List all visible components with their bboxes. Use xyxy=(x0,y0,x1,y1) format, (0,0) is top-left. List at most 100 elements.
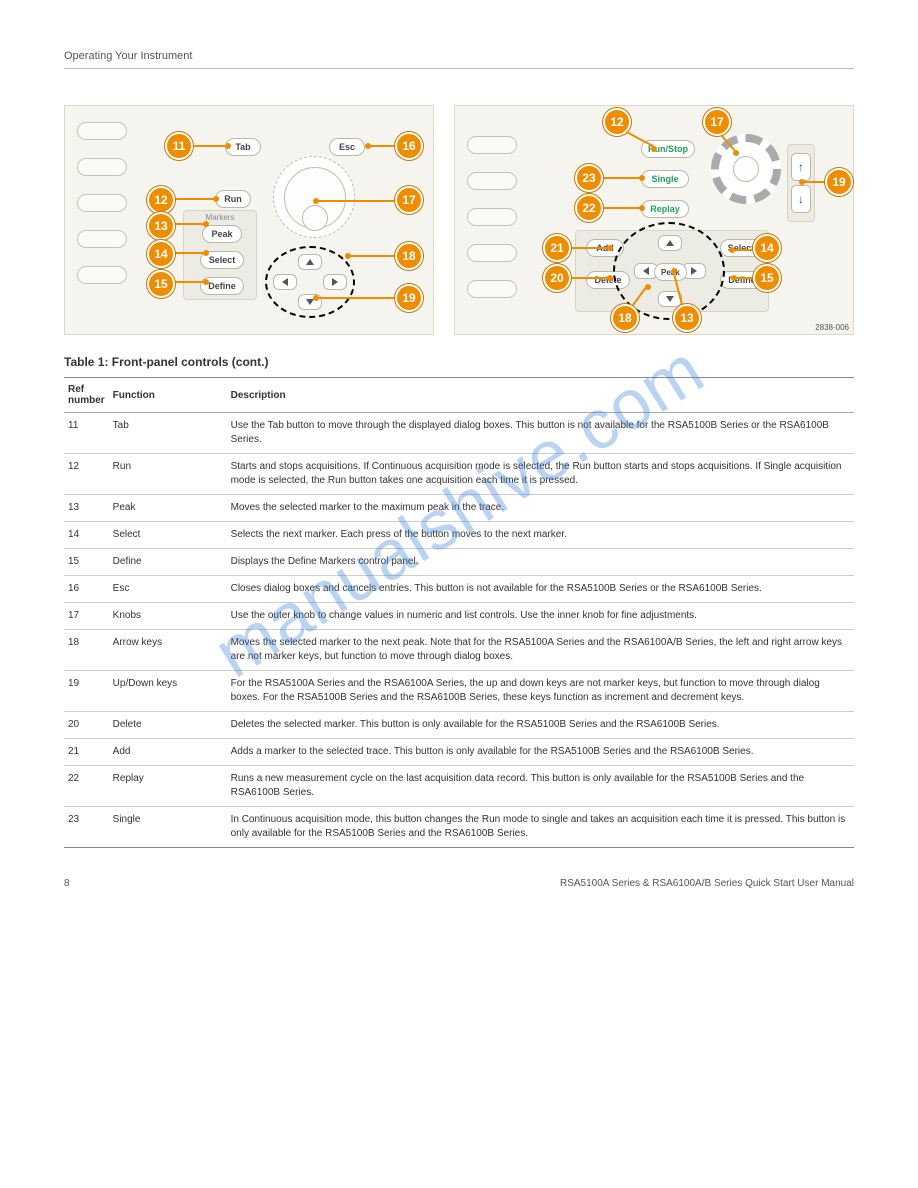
callout-15r: 15 xyxy=(753,264,781,292)
softkey xyxy=(77,266,127,284)
callout-23: 23 xyxy=(575,164,603,192)
table-row: 15DefineDisplays the Define Markers cont… xyxy=(64,549,854,576)
callout-22: 22 xyxy=(575,194,603,222)
panel-right: Run/Stop Single Replay Add Delete Select… xyxy=(454,105,854,335)
table-cell: Adds a marker to the selected trace. Thi… xyxy=(227,739,854,766)
run-button[interactable]: Run xyxy=(215,190,251,208)
table-cell: Esc xyxy=(109,576,227,603)
page-number: 8 xyxy=(64,878,70,889)
softkey xyxy=(77,230,127,248)
table-cell: Runs a new measurement cycle on the last… xyxy=(227,766,854,807)
table-cell: 23 xyxy=(64,807,109,848)
single-button[interactable]: Single xyxy=(641,170,689,188)
softkey xyxy=(77,158,127,176)
callout-12: 12 xyxy=(147,186,175,214)
table-row: 23SingleIn Continuous acquisition mode, … xyxy=(64,807,854,848)
table-cell: 22 xyxy=(64,766,109,807)
table-cell: Moves the selected marker to the next pe… xyxy=(227,630,854,671)
increment-button[interactable]: ↑ xyxy=(791,153,811,181)
section-title: Operating Your Instrument xyxy=(64,50,192,62)
knob-outer[interactable] xyxy=(711,134,781,204)
table-cell: Run xyxy=(109,454,227,495)
arrow-left[interactable] xyxy=(273,274,297,290)
table-cell: Selects the next marker. Each press of t… xyxy=(227,522,854,549)
table-header-row: Ref number Function Description xyxy=(64,378,854,413)
arrow-up[interactable] xyxy=(298,254,322,270)
table-cell: 19 xyxy=(64,671,109,712)
table-cell: Use the Tab button to move through the d… xyxy=(227,413,854,454)
callout-14: 14 xyxy=(147,240,175,268)
panel-left: Tab Esc Run Markers Peak Select Define xyxy=(64,105,434,335)
callout-17: 17 xyxy=(395,186,423,214)
table-cell: 21 xyxy=(64,739,109,766)
esc-button[interactable]: Esc xyxy=(329,138,365,156)
table-cell: 18 xyxy=(64,630,109,671)
callout-12r: 12 xyxy=(603,108,631,136)
reference-table: Ref number Function Description 11TabUse… xyxy=(64,377,854,848)
softkey xyxy=(467,172,517,190)
run-stop-button[interactable]: Run/Stop xyxy=(641,140,695,158)
callout-13r: 13 xyxy=(673,304,701,332)
table-cell: 20 xyxy=(64,712,109,739)
knob-outer[interactable] xyxy=(273,156,355,238)
callout-15: 15 xyxy=(147,270,175,298)
peak-button[interactable]: Peak xyxy=(202,225,242,243)
table-row: 14SelectSelects the next marker. Each pr… xyxy=(64,522,854,549)
table-row: 17KnobsUse the outer knob to change valu… xyxy=(64,603,854,630)
table-cell: Displays the Define Markers control pane… xyxy=(227,549,854,576)
softkey-column xyxy=(467,136,527,298)
arrow-right[interactable] xyxy=(323,274,347,290)
callout-19r: 19 xyxy=(825,168,853,196)
table-cell: 15 xyxy=(64,549,109,576)
table-cell: Up/Down keys xyxy=(109,671,227,712)
table-cell: 16 xyxy=(64,576,109,603)
table-cell: 17 xyxy=(64,603,109,630)
softkey xyxy=(77,194,127,212)
table-cell: Replay xyxy=(109,766,227,807)
table-cell: 12 xyxy=(64,454,109,495)
table-cell: Use the outer knob to change values in n… xyxy=(227,603,854,630)
callout-16: 16 xyxy=(395,132,423,160)
callout-20: 20 xyxy=(543,264,571,292)
table-row: 16EscCloses dialog boxes and cancels ent… xyxy=(64,576,854,603)
softkey xyxy=(467,244,517,262)
column-header: Function xyxy=(109,378,227,413)
table-cell: Define xyxy=(109,549,227,576)
table-row: 18Arrow keysMoves the selected marker to… xyxy=(64,630,854,671)
table-cell: Add xyxy=(109,739,227,766)
table-cell: Starts and stops acquisitions. If Contin… xyxy=(227,454,854,495)
page-footer: 8 RSA5100A Series & RSA6100A/B Series Qu… xyxy=(64,878,854,889)
table-cell: Tab xyxy=(109,413,227,454)
table-row: 22ReplayRuns a new measurement cycle on … xyxy=(64,766,854,807)
table-cell: Arrow keys xyxy=(109,630,227,671)
callout-17r: 17 xyxy=(703,108,731,136)
callout-11: 11 xyxy=(165,132,193,160)
table-cell: Peak xyxy=(109,495,227,522)
document-title: RSA5100A Series & RSA6100A/B Series Quic… xyxy=(560,878,854,889)
table-row: 21AddAdds a marker to the selected trace… xyxy=(64,739,854,766)
table-cell: Single xyxy=(109,807,227,848)
markers-box: Markers Peak Select Define xyxy=(183,210,257,300)
table-row: 11TabUse the Tab button to move through … xyxy=(64,413,854,454)
softkey xyxy=(77,122,127,140)
callout-19: 19 xyxy=(395,284,423,312)
table-row: 13PeakMoves the selected marker to the m… xyxy=(64,495,854,522)
softkey xyxy=(467,280,517,298)
table-cell: 14 xyxy=(64,522,109,549)
callout-13: 13 xyxy=(147,212,175,240)
decrement-button[interactable]: ↓ xyxy=(791,185,811,213)
replay-button[interactable]: Replay xyxy=(641,200,689,218)
table-cell: Deletes the selected marker. This button… xyxy=(227,712,854,739)
table-cell: Closes dialog boxes and cancels entries.… xyxy=(227,576,854,603)
table-cell: For the RSA5100A Series and the RSA6100A… xyxy=(227,671,854,712)
softkey-column xyxy=(77,122,137,284)
softkey xyxy=(467,136,517,154)
diagram-container: Tab Esc Run Markers Peak Select Define xyxy=(64,105,854,335)
table-cell: Knobs xyxy=(109,603,227,630)
table-row: 20DeleteDeletes the selected marker. Thi… xyxy=(64,712,854,739)
figure-reference: 2838-006 xyxy=(815,323,849,332)
table-title: Table 1: Front-panel controls (cont.) xyxy=(64,355,854,369)
column-header: Ref number xyxy=(64,378,109,413)
column-header: Description xyxy=(227,378,854,413)
table-row: 19Up/Down keysFor the RSA5100A Series an… xyxy=(64,671,854,712)
